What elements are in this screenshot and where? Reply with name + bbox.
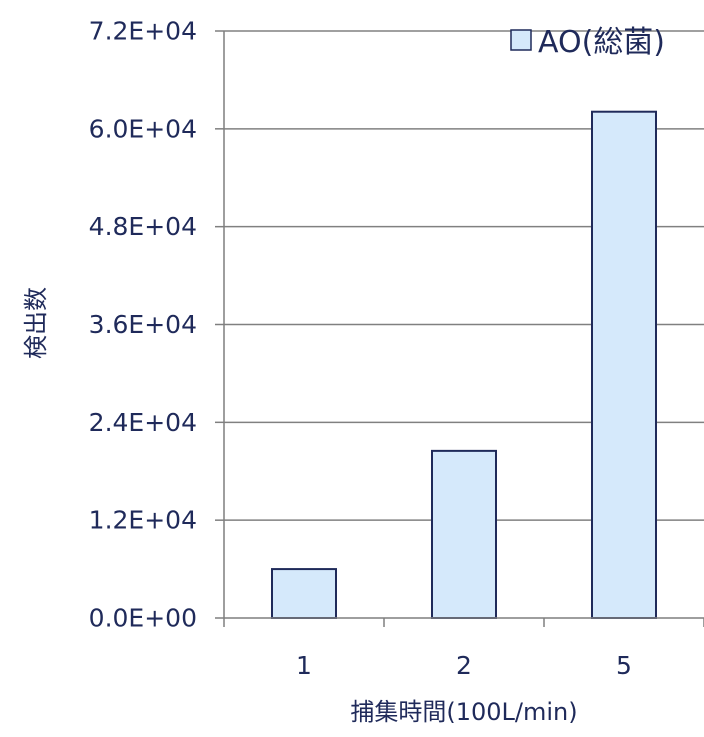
y-tick-label: 7.2E+04: [89, 17, 197, 46]
bar: [591, 110, 657, 620]
bar: [431, 449, 497, 619]
legend-swatch: [510, 29, 532, 51]
axes: [215, 30, 704, 627]
bars: [271, 110, 657, 620]
y-tick-label: 2.4E+04: [89, 408, 197, 437]
bar: [271, 568, 337, 619]
y-tick-labels: 0.0E+00 1.2E+04 2.4E+04 3.6E+04 4.8E+04 6.0E+…: [89, 17, 197, 633]
legend-label: AO(総菌): [538, 25, 665, 60]
legend: AO(総菌): [510, 25, 665, 60]
x-tick-labels: 1 2 5: [296, 651, 632, 680]
x-tick-label: 2: [456, 651, 472, 680]
y-tick-label: 0.0E+00: [89, 604, 197, 633]
y-tick-label: 3.6E+04: [89, 310, 197, 339]
x-axis-title: 捕集時間(100L/min): [350, 698, 577, 726]
y-axis-title: 検出数: [22, 287, 50, 359]
x-tick-label: 1: [296, 651, 312, 680]
y-tick-label: 6.0E+04: [89, 114, 197, 143]
x-tick-label: 5: [616, 651, 632, 680]
y-tick-label: 4.8E+04: [89, 212, 197, 241]
y-tick-label: 1.2E+04: [89, 506, 197, 535]
